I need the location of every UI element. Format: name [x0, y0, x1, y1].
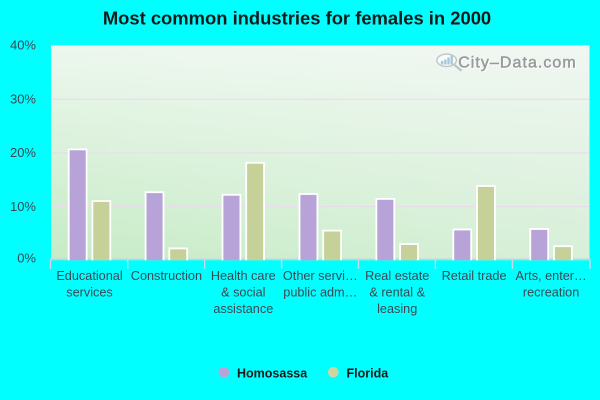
svg-text:leasing: leasing	[377, 302, 417, 316]
svg-text:30%: 30%	[10, 91, 36, 106]
svg-text:10%: 10%	[10, 199, 36, 214]
svg-text:Florida: Florida	[347, 367, 390, 381]
svg-text:40%: 40%	[10, 38, 36, 53]
svg-text:Most common industries for fem: Most common industries for females in 20…	[103, 7, 491, 28]
svg-text:& rental &: & rental &	[369, 285, 425, 299]
svg-text:public adm…: public adm…	[283, 285, 357, 299]
svg-text:Arts, enter…: Arts, enter…	[515, 269, 586, 283]
svg-text:Health care: Health care	[211, 269, 276, 283]
svg-text:Retail trade: Retail trade	[442, 269, 507, 283]
svg-text:City–Data.com: City–Data.com	[459, 56, 578, 73]
svg-text:Other servi…: Other servi…	[283, 269, 358, 283]
svg-text:20%: 20%	[10, 145, 36, 160]
svg-text:0%: 0%	[17, 251, 36, 266]
svg-text:recreation: recreation	[523, 285, 579, 299]
svg-text:assistance: assistance	[213, 302, 273, 316]
svg-text:Real estate: Real estate	[365, 269, 429, 283]
svg-text:Construction: Construction	[131, 269, 202, 283]
svg-text:Educational: Educational	[56, 269, 122, 283]
svg-text:City–Data.com: City–Data.com	[458, 55, 577, 72]
svg-text:& social: & social	[221, 285, 265, 299]
svg-text:Homosassa: Homosassa	[237, 367, 308, 381]
svg-text:services: services	[66, 285, 113, 299]
